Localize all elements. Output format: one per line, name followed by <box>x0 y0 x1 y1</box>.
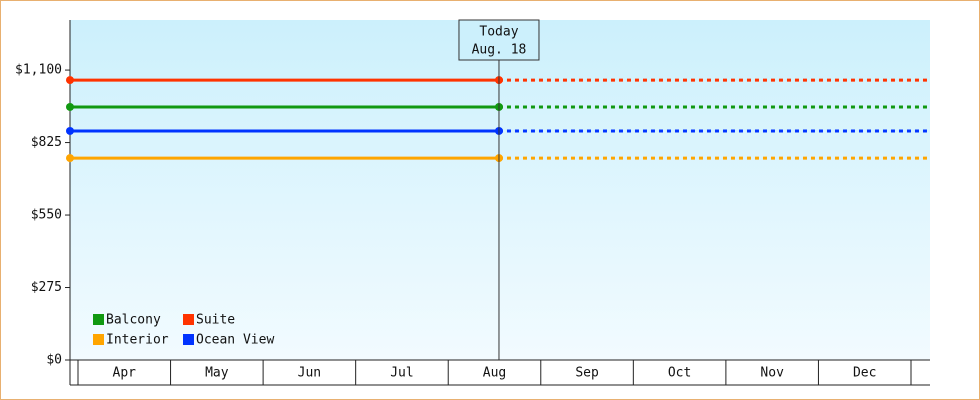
today-box <box>458 19 540 61</box>
series-point <box>66 76 74 85</box>
x-tick-label: Jul <box>390 366 413 381</box>
today-label: Today <box>479 25 518 40</box>
y-tick-label: $825 <box>31 135 62 150</box>
legend-label: Interior <box>106 333 169 348</box>
x-tick-label: Sep <box>575 366 599 381</box>
x-tick-label: Nov <box>760 366 784 381</box>
y-tick-label: $0 <box>46 353 62 368</box>
legend-label: Balcony <box>106 313 161 328</box>
x-tick-label: Aug <box>483 366 506 381</box>
series-point <box>66 102 74 111</box>
today-date: Aug. 18 <box>472 43 527 58</box>
y-tick-label: $1,100 <box>15 63 62 78</box>
legend-label: Suite <box>196 313 235 328</box>
x-tick-label: May <box>205 366 229 381</box>
x-tick-label: Jun <box>298 366 321 381</box>
legend-swatch <box>183 314 194 325</box>
y-tick-label: $550 <box>31 208 62 223</box>
legend-swatch <box>183 334 194 345</box>
x-tick-label: Apr <box>113 366 137 381</box>
legend-swatch <box>93 314 104 325</box>
series-point <box>66 154 74 163</box>
series-point <box>66 126 74 135</box>
y-tick-label: $275 <box>31 280 62 295</box>
legend-swatch <box>93 334 104 345</box>
x-tick-label: Oct <box>668 366 691 381</box>
x-tick-label: Dec <box>853 366 876 381</box>
plot-area <box>70 20 930 360</box>
legend-label: Ocean View <box>196 333 274 348</box>
